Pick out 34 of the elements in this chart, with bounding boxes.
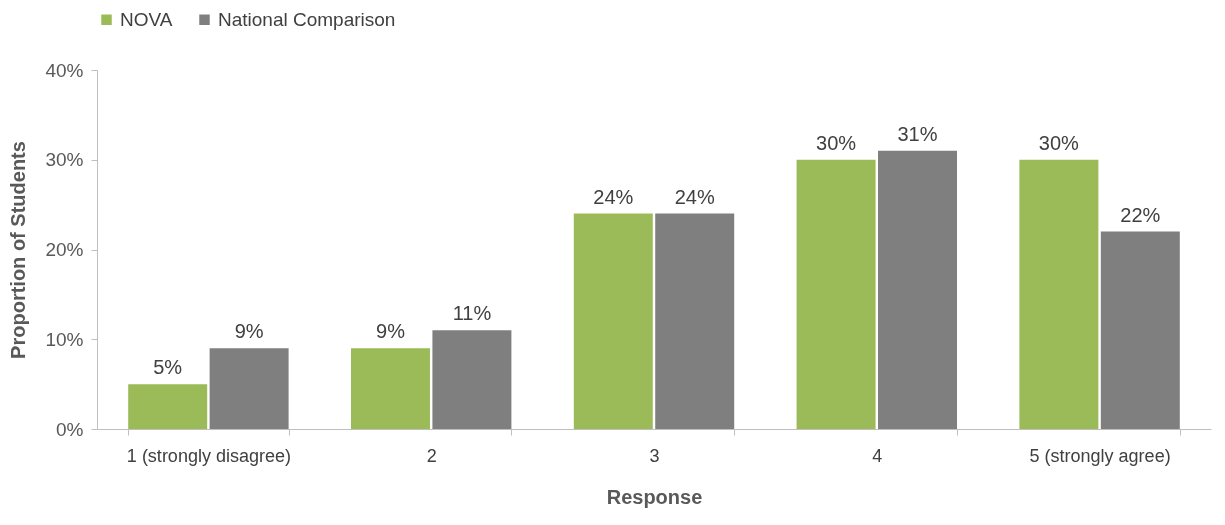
x-tick-label: 4 xyxy=(872,445,883,466)
y-tick-label: 30% xyxy=(45,149,84,171)
y-tick-label: 40% xyxy=(45,59,84,81)
bar xyxy=(209,348,289,429)
data-label: 11% xyxy=(452,302,492,325)
bar xyxy=(350,348,430,429)
data-label: 30% xyxy=(1038,131,1080,154)
data-label: 30% xyxy=(816,131,857,154)
x-tick-label: 2 xyxy=(426,445,437,466)
bar xyxy=(432,330,512,429)
data-label: 5% xyxy=(153,356,183,379)
bar xyxy=(655,213,735,429)
legend-label: NOVA xyxy=(120,8,173,30)
data-label: 31% xyxy=(897,122,938,145)
data-label: 9% xyxy=(234,320,264,343)
bar xyxy=(878,150,958,429)
data-label: 24% xyxy=(593,185,634,208)
y-tick-label: 10% xyxy=(45,328,84,350)
bar xyxy=(128,384,208,429)
x-tick-label: 1 (strongly disagree) xyxy=(126,445,291,466)
bar xyxy=(573,213,653,429)
bar xyxy=(1100,231,1180,429)
x-tick-label: 3 xyxy=(649,445,660,466)
y-tick-label: 0% xyxy=(56,418,84,440)
y-axis-title: Proportion of Students xyxy=(7,141,30,359)
data-label: 24% xyxy=(674,185,715,208)
x-tick-label: 5 (strongly agree) xyxy=(1029,445,1171,466)
x-axis-title: Response xyxy=(606,485,703,508)
data-label: 22% xyxy=(1120,203,1161,226)
bar xyxy=(1019,159,1099,429)
data-label: 9% xyxy=(376,320,406,343)
legend-label: National Comparison xyxy=(218,8,396,30)
y-tick-label: 20% xyxy=(45,239,84,260)
bar xyxy=(796,159,876,429)
